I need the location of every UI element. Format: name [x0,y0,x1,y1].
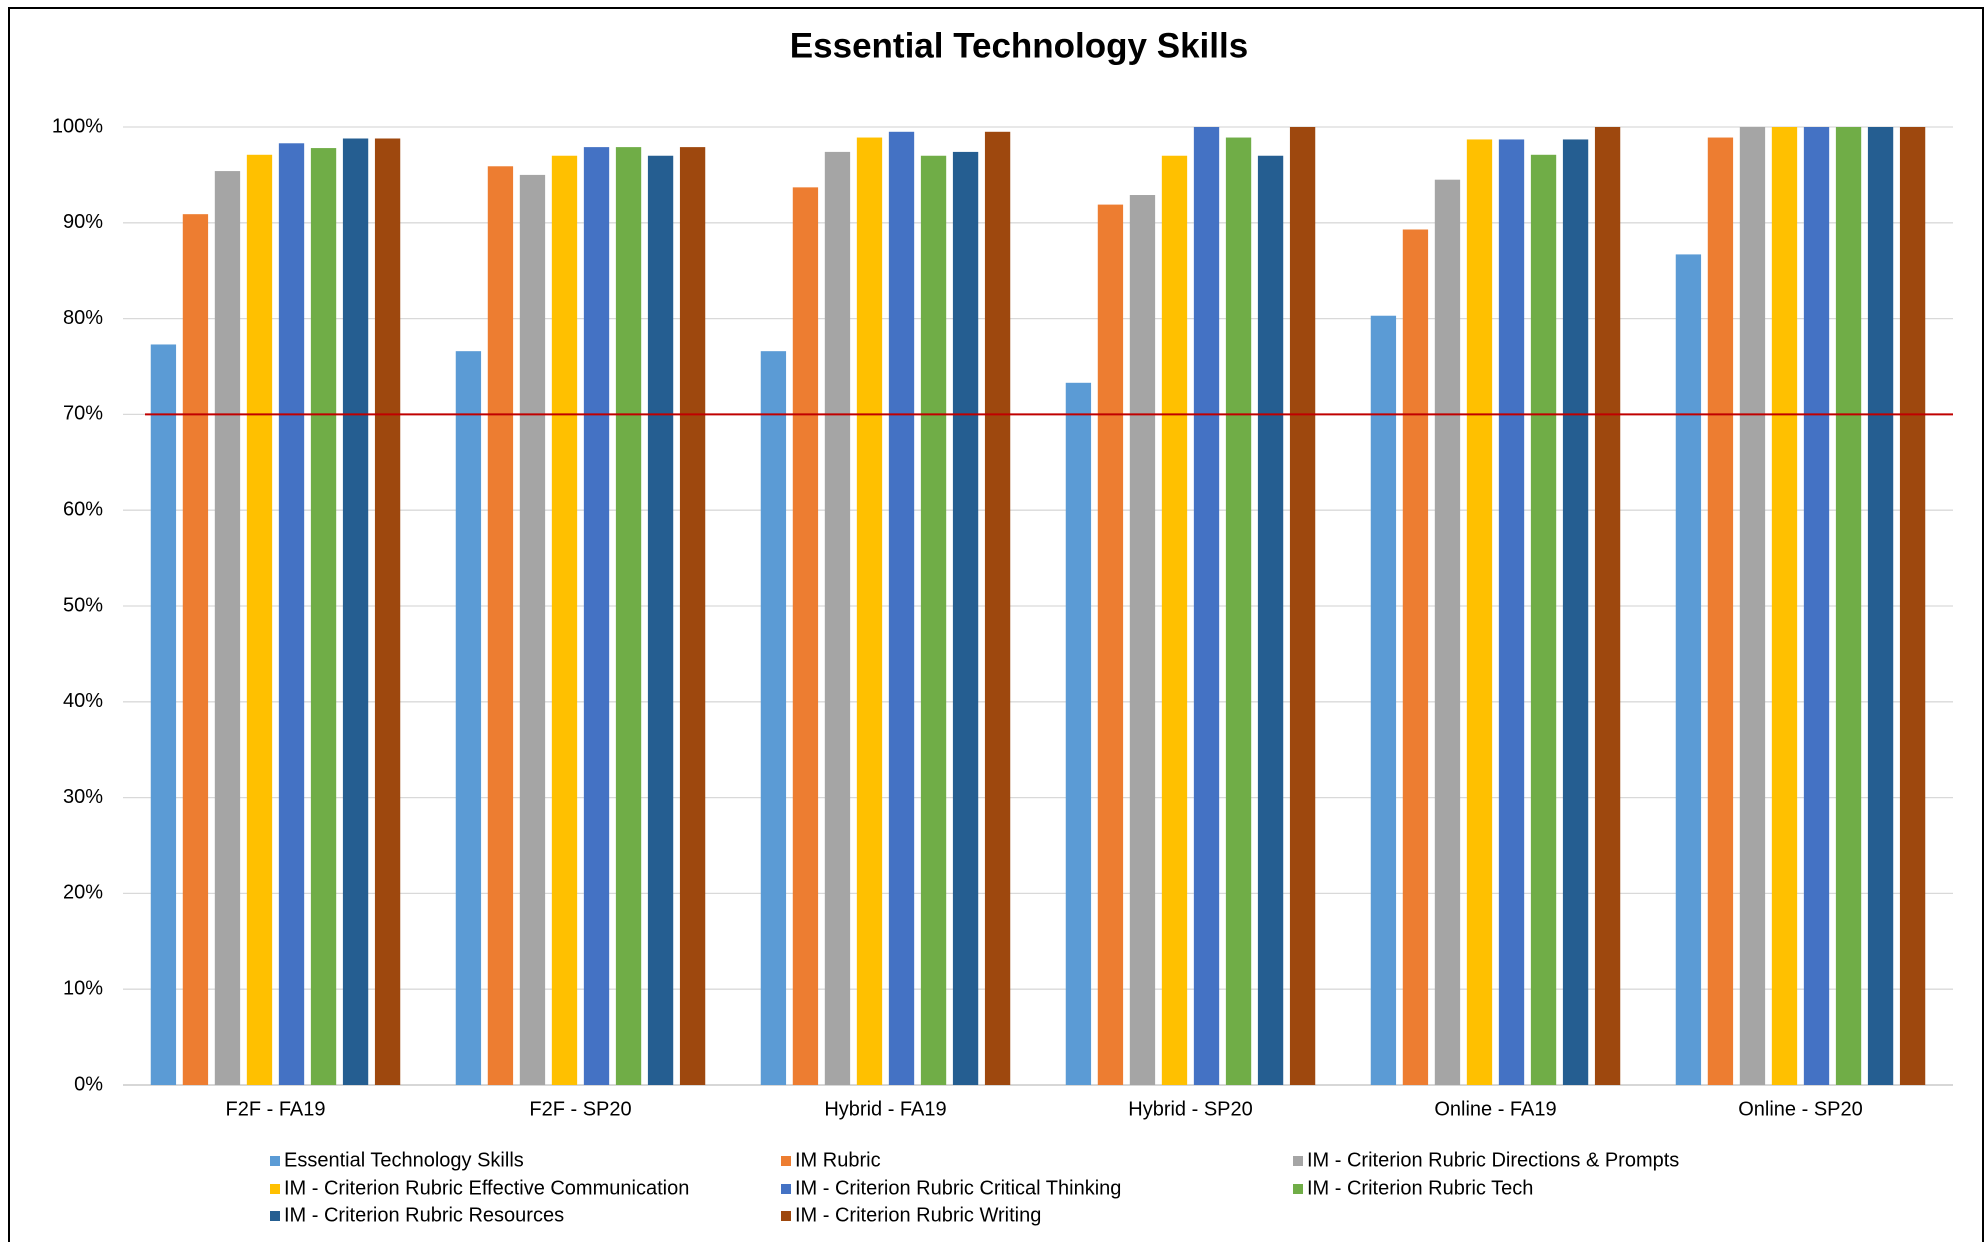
bar [1065,382,1092,1085]
legend-swatch [270,1184,280,1194]
bar [1739,127,1766,1085]
bar [1594,127,1621,1085]
bar [1498,139,1525,1086]
x-tick-label: Hybrid - SP20 [1128,1098,1253,1120]
bar [1867,127,1894,1085]
bar [551,155,578,1086]
legend-swatch [781,1184,791,1194]
legend-label: IM Rubric [795,1149,881,1171]
legend-swatch [1293,1156,1303,1166]
bar [1434,179,1461,1085]
bar [920,155,947,1086]
bar [679,147,706,1086]
legend-label: IM - Criterion Rubric Effective Communic… [284,1177,689,1199]
bar [1257,155,1284,1086]
bar [583,147,610,1086]
bar [1835,127,1862,1085]
y-tick-label: 40% [63,690,103,712]
legend-swatch [1293,1184,1303,1194]
bar [1771,127,1798,1085]
legend-swatch [781,1211,791,1221]
bar [1803,127,1830,1085]
y-tick-label: 0% [74,1073,103,1095]
bar [1402,229,1429,1086]
y-tick-label: 10% [63,977,103,999]
legend-label: IM - Criterion Rubric Resources [284,1204,564,1226]
y-tick-label: 80% [63,307,103,329]
bar [182,214,209,1086]
chart-title: Essential Technology Skills [790,26,1248,65]
y-tick-label: 60% [63,498,103,520]
bar [1466,139,1493,1086]
legend-label: IM - Criterion Rubric Tech [1307,1177,1533,1199]
x-tick-label: F2F - FA19 [225,1098,325,1120]
bar [760,351,787,1085]
bar [1225,137,1252,1086]
bar [374,138,401,1086]
x-tick-label: Hybrid - FA19 [824,1098,946,1120]
bar [647,155,674,1086]
bar [246,154,273,1086]
bar [1707,137,1734,1086]
bar [1899,127,1926,1085]
bar [342,138,369,1086]
y-tick-label: 50% [63,594,103,616]
bar [1129,195,1156,1085]
bar [984,131,1011,1086]
bar [455,351,482,1085]
bar [1097,204,1124,1085]
legend-label: IM - Criterion Rubric Critical Thinking [795,1177,1121,1199]
y-tick-label: 90% [63,211,103,233]
legend-swatch [270,1211,280,1221]
bar [1562,139,1589,1086]
x-tick-label: F2F - SP20 [529,1098,631,1120]
legend-label: Essential Technology Skills [284,1149,524,1171]
y-tick-label: 30% [63,786,103,808]
bar [888,131,915,1086]
bar [824,151,851,1085]
x-tick-label: Online - FA19 [1434,1098,1556,1120]
bar [615,147,642,1086]
legend-swatch [270,1156,280,1166]
bar [1530,154,1557,1086]
bar [952,151,979,1085]
bar [150,344,177,1085]
bar [1161,155,1188,1086]
legend-swatch [781,1156,791,1166]
bar [519,174,546,1085]
bar [487,166,514,1085]
legend-label: IM - Criterion Rubric Directions & Promp… [1307,1149,1679,1171]
bar [278,143,305,1085]
bar [1675,254,1702,1085]
legend-label: IM - Criterion Rubric Writing [795,1204,1041,1226]
y-tick-label: 20% [63,882,103,904]
y-tick-label: 100% [52,115,103,137]
bar [1370,315,1397,1085]
bar [1193,127,1220,1085]
bar [856,137,883,1086]
x-tick-label: Online - SP20 [1738,1098,1863,1120]
y-tick-label: 70% [63,403,103,425]
bar [792,187,819,1085]
bar [1289,127,1316,1085]
bar [214,171,241,1085]
bar [310,148,337,1086]
